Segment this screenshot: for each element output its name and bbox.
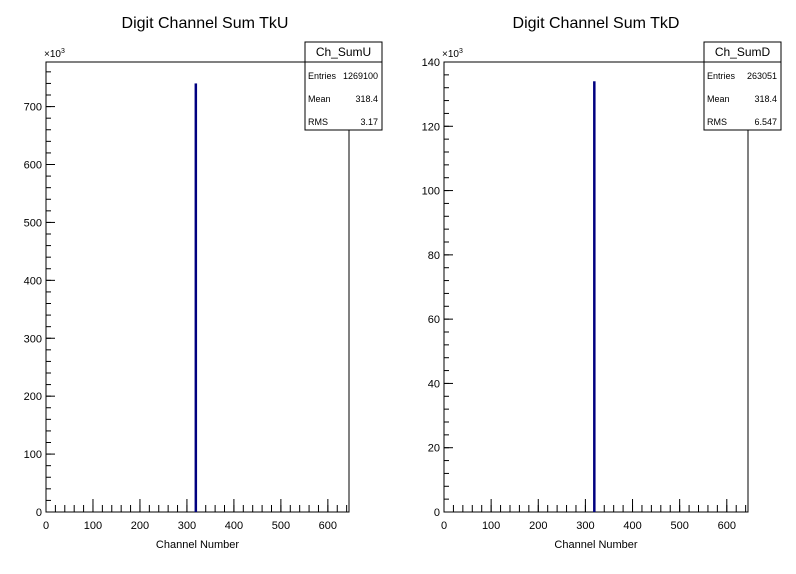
y-tick-label: 500 [24, 217, 42, 229]
stats-value: 318.4 [355, 94, 378, 104]
plot-frame [443, 61, 749, 513]
stats-label: Entries [707, 71, 736, 81]
y-tick-label: 0 [434, 507, 440, 519]
y-tick-label: 80 [428, 250, 440, 262]
x-tick-label: 200 [131, 520, 149, 532]
chart-title: Digit Channel Sum TkD [513, 15, 680, 32]
x-tick-label: 300 [576, 520, 594, 532]
y-tick-label: 0 [36, 507, 42, 519]
y-tick-label: 300 [24, 333, 42, 345]
y-tick-label: 100 [422, 186, 440, 198]
x-tick-label: 600 [319, 520, 337, 532]
y-tick-label: 140 [422, 57, 440, 69]
stats-label: Mean [308, 94, 331, 104]
y-tick-label: 700 [24, 102, 42, 114]
stats-name: Ch_SumU [316, 45, 371, 59]
x-tick-label: 200 [529, 520, 547, 532]
stats-value: 1269100 [343, 71, 378, 81]
y-tick-label: 60 [428, 314, 440, 326]
stats-value: 3.17 [360, 117, 378, 127]
histogram-panel-2: Digit Channel Sum TkD 0 20 40 60 80 100 120 140 0… [422, 15, 782, 551]
x-tick-label: 500 [670, 520, 688, 532]
stats-label: Entries [308, 71, 337, 81]
stats-label: RMS [308, 117, 328, 127]
stats-box [703, 41, 782, 131]
stats-value: 6.547 [754, 117, 777, 127]
y-tick-label: 120 [422, 121, 440, 133]
y-tick-label: 40 [428, 378, 440, 390]
y-tick-label: 600 [24, 160, 42, 172]
y-tick-label: 100 [24, 449, 42, 461]
histogram-bin [194, 83, 198, 512]
x-tick-label: 100 [482, 520, 500, 532]
y-tick-label: 400 [24, 275, 42, 287]
y-multiplier-label: ×103 [442, 48, 463, 60]
stats-name: Ch_SumD [715, 45, 771, 59]
chart-title: Digit Channel Sum TkU [122, 15, 289, 32]
stats-label: Mean [707, 94, 730, 104]
x-axis-label: Channel Number [554, 539, 637, 551]
histogram-panel-1: Digit Channel Sum TkU 0 100 200 300 400 500 600… [24, 15, 383, 551]
histogram-bin [593, 81, 596, 513]
y-tick-label: 200 [24, 391, 42, 403]
stats-box [304, 41, 383, 131]
x-tick-label: 500 [272, 520, 290, 532]
plot-frame [45, 61, 350, 513]
x-tick-label: 0 [43, 520, 49, 532]
x-tick-label: 0 [441, 520, 447, 532]
x-tick-label: 400 [225, 520, 243, 532]
x-axis-label: Channel Number [156, 539, 239, 551]
x-tick-label: 300 [178, 520, 196, 532]
x-tick-label: 400 [623, 520, 641, 532]
x-tick-label: 600 [718, 520, 736, 532]
stats-value: 318.4 [754, 94, 777, 104]
y-tick-label: 20 [428, 443, 440, 455]
x-tick-label: 100 [84, 520, 102, 532]
stats-label: RMS [707, 117, 727, 127]
stats-value: 263051 [747, 71, 777, 81]
y-multiplier-label: ×103 [44, 48, 65, 60]
